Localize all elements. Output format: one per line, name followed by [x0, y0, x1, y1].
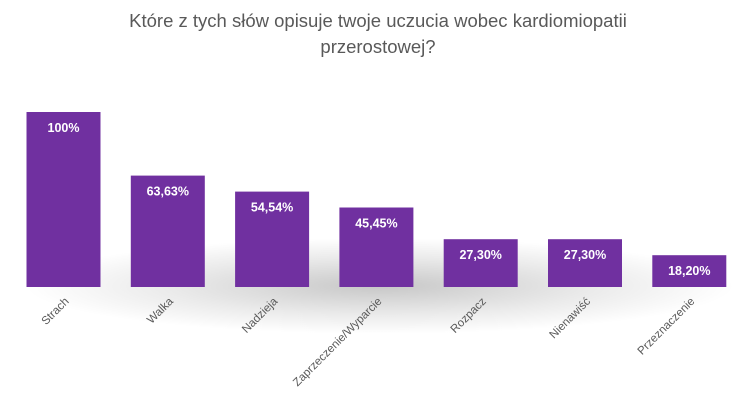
- bar-2: [235, 191, 310, 287]
- data-label-2: 54,54%: [251, 201, 293, 215]
- bar-6: [652, 255, 727, 287]
- bar-0: [26, 112, 101, 287]
- data-label-6: 18,20%: [668, 264, 710, 278]
- chart-title-line-1: Które z tych słów opisuje twoje uczucia …: [129, 10, 627, 31]
- data-label-3: 45,45%: [355, 217, 397, 231]
- data-label-5: 27,30%: [564, 248, 606, 262]
- bars-layer: [26, 112, 727, 287]
- chart-title-line-2: przerostowej?: [320, 36, 435, 57]
- bar-1: [130, 175, 205, 287]
- bar-3: [339, 207, 414, 287]
- bar-5: [548, 239, 622, 287]
- data-labels-layer: 100% 63,63% 54,54% 45,45% 27,30% 27,30% 18,20%: [48, 121, 711, 278]
- bar-4: [443, 239, 518, 287]
- data-label-0: 100%: [48, 121, 80, 135]
- data-label-1: 63,63%: [147, 185, 189, 199]
- data-label-4: 27,30%: [459, 248, 501, 262]
